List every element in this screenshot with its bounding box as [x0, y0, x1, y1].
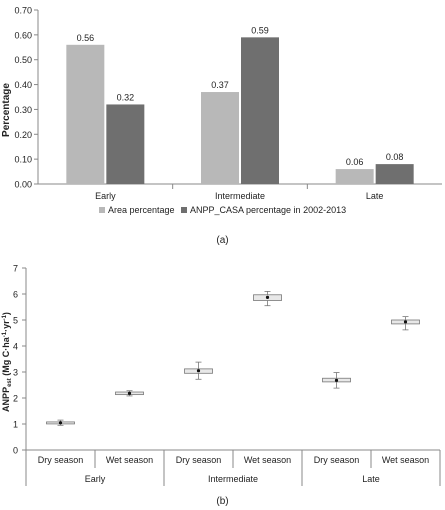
- chart-b-group-label: Intermediate: [208, 474, 258, 484]
- chart-b-mean-point: [58, 421, 63, 425]
- chart-b-y-label-sub: est: [7, 378, 13, 387]
- chart-a-bar: [241, 37, 279, 184]
- chart-a-x-tick-label: Early: [95, 191, 116, 201]
- chart-b-mean-point: [265, 295, 270, 299]
- chart-a-x-tick-label: Intermediate: [215, 191, 265, 201]
- chart-a-y-tick-label: 0.20: [14, 130, 32, 140]
- chart-a-y-axis-label: Percentage: [1, 83, 12, 137]
- chart-b-mean-point: [127, 391, 132, 395]
- chart-a-y-tick-label: 0.70: [14, 6, 32, 16]
- chart-a-x-tick-label: Late: [366, 191, 384, 201]
- chart-a-legend-label: Area percentage: [108, 205, 175, 215]
- chart-a-data-label: 0.59: [251, 25, 269, 35]
- chart-a-data-label: 0.37: [211, 80, 229, 90]
- chart-b-y-tick-label: 0: [13, 446, 18, 456]
- chart-b-y-axis-title: ANPPest (Mg C·ha-1·yr-1): [1, 312, 13, 412]
- chart-b-x-tick-label: Dry season: [176, 455, 222, 465]
- chart-a-bar-chart: Percentage 0.00 0.10 0.20 0.30 0.40 0.50 0.60 0…: [1, 6, 442, 215]
- chart-b-y-tick-label: 2: [13, 394, 18, 404]
- chart-b-y-tick-label: 1: [13, 420, 18, 430]
- chart-b-mean-point: [334, 378, 339, 382]
- chart-a-y-tick-label: 0.50: [14, 55, 32, 65]
- chart-a-y-tick-label: 0.30: [14, 105, 32, 115]
- chart-b-y-tick-label: 4: [13, 342, 18, 352]
- chart-b-group-label: Early: [85, 474, 106, 484]
- chart-a-y-axis-title: Percentage: [1, 83, 12, 137]
- chart-b-y-label-unit-1: (Mg C·ha: [1, 336, 11, 378]
- chart-a-bar: [335, 169, 374, 184]
- chart-a-data-label: 0.06: [346, 157, 364, 167]
- chart-b-y-label-sup-1: -1: [2, 331, 8, 337]
- chart-b-mean-point: [196, 369, 201, 373]
- chart-b-x-tick-label: Wet season: [106, 455, 153, 465]
- chart-b-y-label-unit-2: ·yr: [1, 320, 11, 332]
- chart-b-x-tick-label: Dry season: [38, 455, 84, 465]
- chart-a-legend-swatch: [99, 207, 105, 213]
- chart-b-x-tick-label: Wet season: [244, 455, 291, 465]
- chart-a-bar: [375, 164, 414, 184]
- chart-a-bar: [201, 92, 239, 184]
- chart-b-y-tick-label: 7: [13, 264, 18, 274]
- chart-b-x-tick-label: Wet season: [382, 455, 429, 465]
- chart-b-x-tick-label: Dry season: [314, 455, 360, 465]
- chart-b-y-tick-label: 3: [13, 368, 18, 378]
- chart-b-caption: (b): [216, 496, 229, 507]
- chart-a-bar: [106, 104, 145, 184]
- chart-a-data-label: 0.08: [386, 152, 404, 162]
- chart-b-y-tick-label: 5: [13, 316, 18, 326]
- chart-a-data-label: 0.32: [117, 92, 135, 102]
- chart-a-caption: (a): [216, 235, 229, 246]
- chart-b-y-label-sup-2: -1: [2, 314, 8, 320]
- chart-a-y-tick-label: 0.10: [14, 155, 32, 165]
- chart-b-group-label: Late: [362, 474, 380, 484]
- chart-b-y-label-close: ): [1, 312, 11, 315]
- chart-a-bar: [66, 44, 105, 184]
- chart-b-y-tick-label: 6: [13, 290, 18, 300]
- chart-a-y-tick-label: 0.00: [14, 180, 32, 190]
- chart-a-legend-swatch: [181, 207, 187, 213]
- chart-a-data-label: 0.56: [77, 33, 95, 43]
- chart-b-mean-point: [403, 320, 408, 324]
- chart-a-y-tick-label: 0.40: [14, 80, 32, 90]
- chart-a-y-tick-label: 0.60: [14, 30, 32, 40]
- chart-a-legend-label: ANPP_CASA percentage in 2002-2013: [190, 205, 346, 215]
- chart-b-y-label-main: ANPP: [1, 387, 11, 412]
